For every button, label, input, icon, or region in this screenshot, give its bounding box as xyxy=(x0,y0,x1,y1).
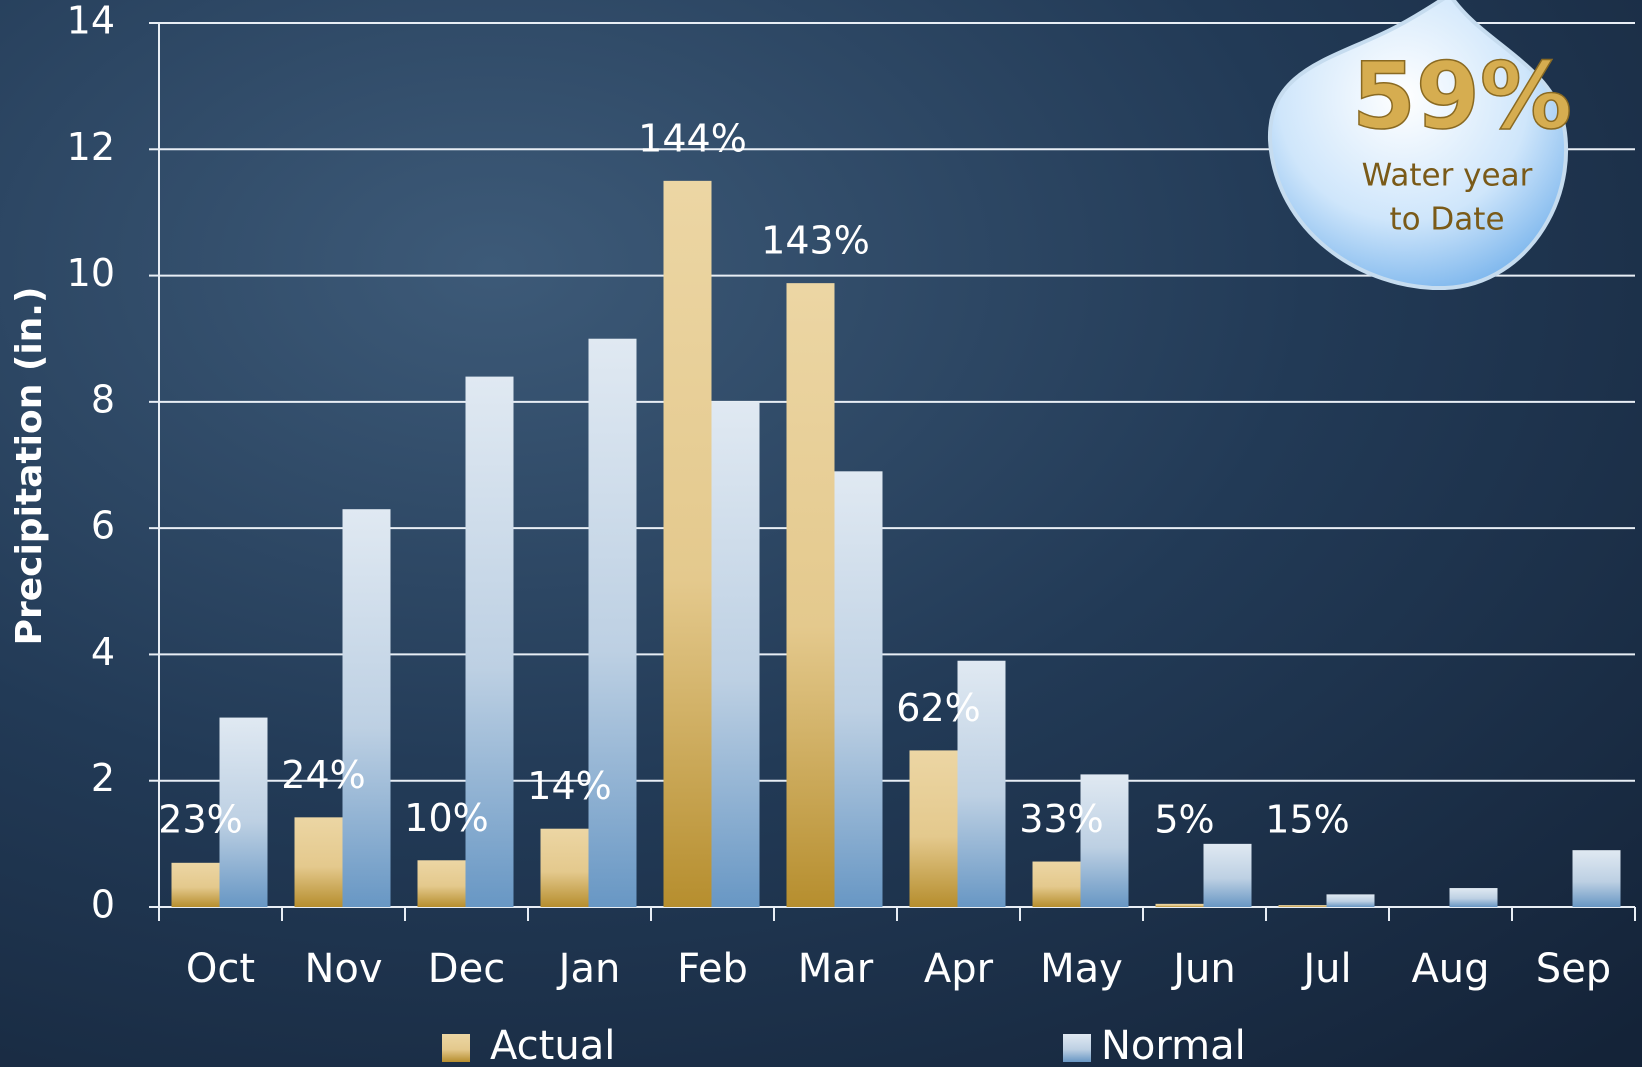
y-tick-label: 4 xyxy=(91,630,115,674)
x-tick-label: Jan xyxy=(556,946,621,992)
x-tick-label: May xyxy=(1040,946,1123,992)
bar xyxy=(834,471,883,907)
y-tick-label: 6 xyxy=(91,504,115,548)
bar xyxy=(1203,843,1252,907)
bar xyxy=(1572,850,1621,907)
y-axis-title: Precipitation (in.) xyxy=(9,287,50,646)
bar xyxy=(1032,861,1081,907)
bar xyxy=(1278,905,1327,907)
bar xyxy=(1326,894,1375,907)
data-label: 10% xyxy=(404,796,488,840)
bar xyxy=(342,509,391,907)
bar xyxy=(957,660,1006,907)
plot: 0 2 4 6 8 10 12 14 Oct 23% Nov 24% Dec 10% Jan 14% Feb 14… xyxy=(67,0,1636,1067)
bar xyxy=(909,750,958,907)
data-label: 14% xyxy=(527,764,611,808)
x-tick-label: Oct xyxy=(186,946,255,992)
water-drop xyxy=(1267,0,1569,291)
legend-swatch xyxy=(442,1034,470,1062)
data-label: 15% xyxy=(1265,798,1349,842)
data-label: 5% xyxy=(1154,798,1214,842)
data-label: 143% xyxy=(761,219,870,263)
bar xyxy=(1080,774,1129,907)
bar xyxy=(588,338,637,907)
bar xyxy=(219,717,268,907)
y-tick-label: 12 xyxy=(67,125,115,169)
x-tick-label: Jun xyxy=(1170,946,1236,992)
x-tick-label: Jul xyxy=(1300,946,1351,992)
bar xyxy=(786,283,835,907)
badge-value: 59% xyxy=(1352,42,1572,149)
legend-swatch xyxy=(1063,1034,1091,1062)
legend-label: Actual xyxy=(490,1023,615,1067)
bar xyxy=(465,376,514,908)
legend-label: Normal xyxy=(1101,1023,1246,1067)
x-tick-label: Nov xyxy=(304,946,382,992)
x-tick-label: Feb xyxy=(677,946,748,992)
x-tick-label: Aug xyxy=(1411,946,1489,992)
bar xyxy=(417,860,466,907)
x-tick-label: Apr xyxy=(924,946,994,992)
y-tick-label: 14 xyxy=(67,0,115,43)
data-label: 33% xyxy=(1019,797,1103,841)
data-label: 62% xyxy=(896,686,980,730)
bar xyxy=(663,180,712,907)
badge-text: to Date xyxy=(1389,202,1504,238)
y-tick-label: 10 xyxy=(67,251,115,295)
badge-text: Water year xyxy=(1362,158,1533,194)
bar xyxy=(1155,903,1204,907)
data-label: 24% xyxy=(281,753,365,797)
x-tick-label: Sep xyxy=(1536,946,1611,992)
x-tick-label: Mar xyxy=(798,946,874,992)
x-tick-label: Dec xyxy=(428,946,505,992)
y-tick-label: 2 xyxy=(91,756,115,800)
data-label: 144% xyxy=(638,116,747,160)
bar xyxy=(540,828,589,907)
y-tick-label: 8 xyxy=(91,377,115,421)
data-label: 23% xyxy=(158,798,242,842)
bar xyxy=(1449,888,1498,907)
bar xyxy=(171,862,220,907)
bar xyxy=(711,401,760,907)
y-tick-label: 0 xyxy=(91,883,115,927)
bar xyxy=(294,817,343,907)
badge: 59% Water year to Date xyxy=(1267,0,1573,291)
